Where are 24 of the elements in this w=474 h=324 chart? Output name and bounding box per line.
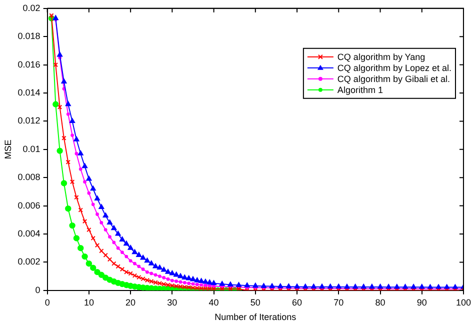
y-tick-label: 0.014 xyxy=(18,87,40,98)
y-axis-title: MSE xyxy=(2,140,13,160)
x-tick-label: 50 xyxy=(250,297,260,308)
y-tick-label: 0.006 xyxy=(18,200,40,210)
x-tick-label: 10 xyxy=(84,297,94,308)
x-tick-label: 100 xyxy=(456,297,472,308)
x-tick-label: 20 xyxy=(126,297,136,308)
y-tick-label: 0 xyxy=(35,284,40,295)
y-tick-label: 0.02 xyxy=(22,2,40,13)
x-tick-label: 70 xyxy=(334,297,344,308)
y-tick-label: 0.01 xyxy=(22,144,40,154)
x-tick-label: 90 xyxy=(416,297,427,308)
x-tick-label: 40 xyxy=(208,297,219,308)
y-tick-label: 0.012 xyxy=(18,116,40,126)
x-axis-title: Number of Iterations xyxy=(214,312,297,322)
y-tick-label: 0.018 xyxy=(18,31,40,42)
x-tick-label: 60 xyxy=(292,297,302,308)
y-tick-label: 0.008 xyxy=(18,172,40,182)
y-tick-label: 0.002 xyxy=(18,256,40,267)
x-tick-label: 30 xyxy=(167,297,178,308)
x-tick-label: 80 xyxy=(375,297,386,308)
y-tick-label: 0.004 xyxy=(18,228,40,238)
x-tick-label: 0 xyxy=(44,297,50,308)
y-tick-label: 0.016 xyxy=(18,59,40,70)
